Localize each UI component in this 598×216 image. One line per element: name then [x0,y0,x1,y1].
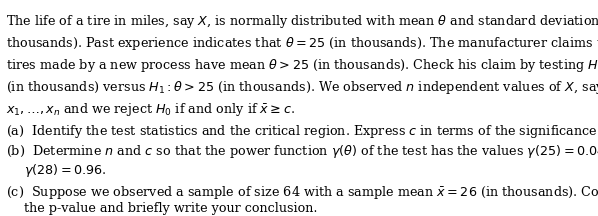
Text: tires made by a new process have mean $\theta > 25$ (in thousands). Check his cl: tires made by a new process have mean $\… [6,57,598,74]
Text: the p-value and briefly write your conclusion.: the p-value and briefly write your concl… [24,202,317,215]
Text: (in thousands) versus $H_1 : \theta > 25$ (in thousands). We observed $n$ indepe: (in thousands) versus $H_1 : \theta > 25… [6,79,598,96]
Text: (b)  Determine $n$ and $c$ so that the power function $\gamma(\theta)$ of the te: (b) Determine $n$ and $c$ so that the po… [6,143,598,160]
Text: thousands). Past experience indicates that $\theta = 25$ (in thousands). The man: thousands). Past experience indicates th… [6,35,598,52]
Text: (a)  Identify the test statistics and the critical region. Express $c$ in terms : (a) Identify the test statistics and the… [6,123,598,140]
Text: $\gamma(28) = 0.96$.: $\gamma(28) = 0.96$. [24,162,106,179]
Text: (c)  Suppose we observed a sample of size 64 with a sample mean $\bar{x} = 26$ (: (c) Suppose we observed a sample of size… [6,184,598,200]
Text: The life of a tire in miles, say $X$, is normally distributed with mean $\theta$: The life of a tire in miles, say $X$, is… [6,13,598,30]
Text: $x_1, \ldots, x_n$ and we reject $H_0$ if and only if $\bar{x} \geq c$.: $x_1, \ldots, x_n$ and we reject $H_0$ i… [6,101,295,118]
